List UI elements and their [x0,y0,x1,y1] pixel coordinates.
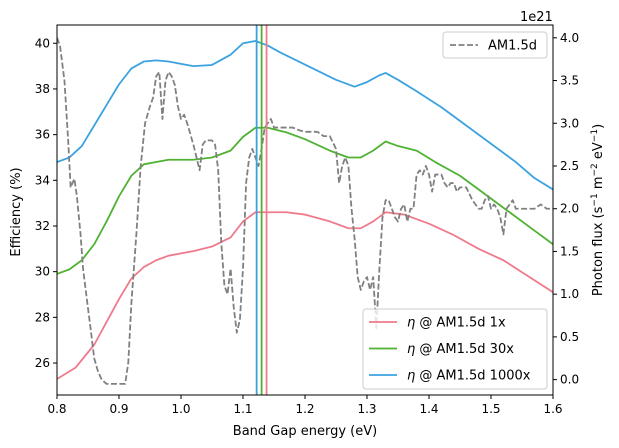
y-ticks-right: 0.0 0.5 1.0 1.5 2.0 2.5 3.0 3.5 4.0 [553,31,579,387]
x-axis-label: Band Gap energy (eV) [233,424,377,439]
legend-eta-symbol: η [407,369,415,384]
y-tick-label-left: 30 [35,265,50,279]
y-axis-label-left: Efficiency (%) [9,167,24,256]
y-tick-label-right: 3.0 [560,116,579,130]
legend-entry-text: @ AM1.5d 30x [415,342,514,357]
efficiency-line-2 [57,40,553,191]
x-tick-label: 1.6 [543,402,562,416]
y-axis-label-right-part: −1 [590,129,600,142]
legend-entry-label: η @ AM1.5d 30x [407,342,514,357]
y-tick-label-right: 4.0 [560,31,579,45]
y-tick-label-left: 26 [35,356,50,370]
legend-top-box [442,31,548,59]
y-tick-label-left: 38 [35,82,50,96]
x-tick-label: 0.9 [109,402,128,416]
y-axis-label-right-part: m [591,177,606,194]
efficiency-line-1 [57,126,553,275]
x-tick-label: 1.4 [419,402,438,416]
y-axis-label-right-part: ) [591,124,606,129]
x-tick-label: 1.3 [357,402,376,416]
legend-top: AM1.5d [442,31,548,59]
y-tick-label-left: 28 [35,310,50,324]
y-tick-label-right: 3.5 [560,74,579,88]
y-tick-label-right: 0.0 [560,373,579,387]
y-tick-label-right: 2.5 [560,159,579,173]
y-tick-label-left: 34 [35,173,50,187]
legend-entry-label: η @ AM1.5d 1x [407,316,506,331]
am15d-spectrum-line [57,37,553,385]
y-ticks-left: 26 28 30 32 34 36 38 40 [35,36,57,370]
offset-text: 1e21 [520,10,553,25]
x-tick-label: 1.1 [233,402,252,416]
legend-bottom-box [362,308,548,390]
y-tick-label-right: 1.0 [560,287,579,301]
x-ticks: 0.8 0.9 1.0 1.1 1.2 1.3 1.4 1.5 1.6 [47,395,563,416]
x-tick-label: 1.0 [171,402,190,416]
y-tick-label-left: 36 [35,128,50,142]
legend-entry-text: @ AM1.5d 1000x [415,369,531,384]
x-tick-label: 1.5 [481,402,500,416]
x-tick-label: 0.8 [47,402,66,416]
y-tick-label-right: 2.0 [560,202,579,216]
x-tick-label: 1.2 [295,402,314,416]
legend-eta-symbol: η [407,316,415,331]
y-axis-label-right-part: −2 [590,163,600,176]
legend-entry-label: η @ AM1.5d 1000x [407,369,531,384]
y-axis-label-right-part: Photon flux (s [591,206,606,296]
y-axis-label-right-part: −1 [590,193,600,206]
y-axis-label-right: Photon flux (s−1 m−2 eV−1) [590,124,606,296]
y-tick-label-right: 1.5 [560,244,579,258]
y-tick-label-left: 40 [35,36,50,50]
legend-top-label: AM1.5d [488,39,537,54]
y-axis-label-right-part: eV [591,142,606,163]
plot-area: 0.8 0.9 1.0 1.1 1.2 1.3 1.4 1.5 1.6 26 28 30 32 34 36 3… [35,24,579,416]
y-tick-label-right: 0.5 [560,330,579,344]
legend-eta-symbol: η [407,342,415,357]
legend-entry-text: @ AM1.5d 1x [415,316,506,331]
y-tick-label-left: 32 [35,219,50,233]
series-group [57,25,553,395]
